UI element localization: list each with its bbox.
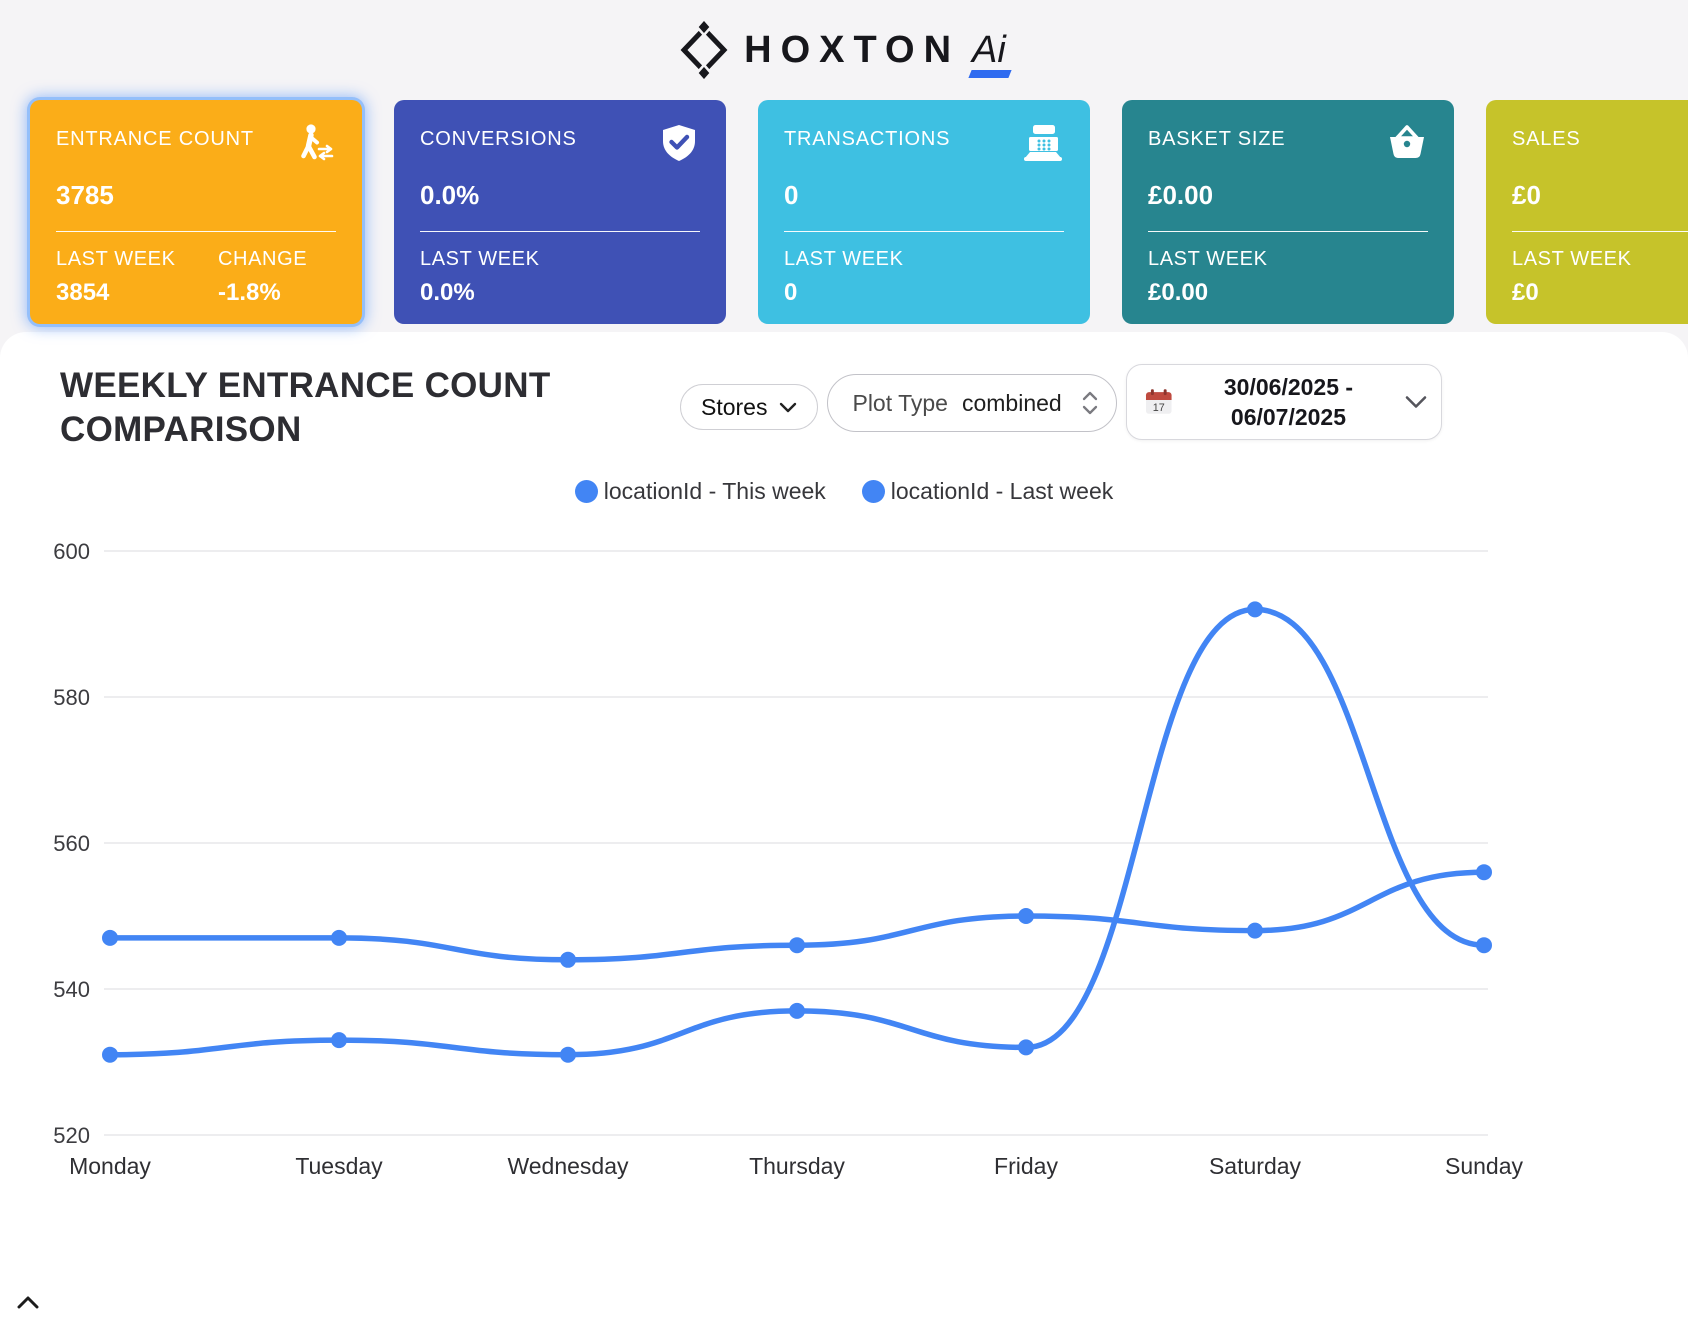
kpi-card-value: 0.0% xyxy=(420,180,480,210)
kpi-footer-value: 0.0% xyxy=(420,279,475,306)
brand-suffix: Ai xyxy=(968,28,1012,78)
svg-text:600: 600 xyxy=(53,539,90,564)
kpi-footer-label: LAST WEEK xyxy=(1512,248,1632,270)
svg-text:Wednesday: Wednesday xyxy=(507,1153,629,1179)
person-walking-icon xyxy=(301,124,334,161)
legend-item-last-week[interactable]: locationId - Last week xyxy=(861,478,1114,505)
kpi-card-sales[interactable]: SALES £0 LAST WEEK £0 xyxy=(1486,100,1688,324)
svg-text:Friday: Friday xyxy=(994,1153,1058,1179)
chevron-up-icon xyxy=(17,1296,39,1308)
chevron-down-icon xyxy=(1405,396,1427,408)
svg-text:Saturday: Saturday xyxy=(1209,1153,1302,1179)
card-divider xyxy=(56,231,336,232)
date-range-text: 30/06/2025 - 06/07/2025 xyxy=(1223,374,1354,430)
section-title: WEEKLY ENTRANCE COUNT COMPARISON xyxy=(60,366,551,449)
kpi-footer-label: LAST WEEK xyxy=(1148,248,1268,270)
kpi-footer-value: 3854 xyxy=(56,279,110,306)
legend-dot xyxy=(574,480,598,503)
kpi-footer-value: £0.00 xyxy=(1148,279,1209,306)
chart-legend: locationId - This week locationId - Last… xyxy=(0,478,1688,505)
cash-register-icon xyxy=(1024,125,1062,161)
kpi-card-entrance-count[interactable]: ENTRANCE COUNT 3785 LAST WEEK 3854 CHANG… xyxy=(30,100,362,324)
kpi-footer-label: LAST WEEK xyxy=(420,248,540,270)
kpi-card-value: £0.00 xyxy=(1148,180,1214,210)
svg-text:Sunday: Sunday xyxy=(1445,1153,1524,1179)
svg-text:560: 560 xyxy=(53,831,90,856)
kpi-card-transactions[interactable]: TRANSACTIONS 0 LAST WEEK 0 xyxy=(758,100,1090,324)
kpi-card-title: BASKET SIZE xyxy=(1148,128,1286,150)
kpi-card-basket-size[interactable]: BASKET SIZE £0.00 LAST WEEK £0.00 xyxy=(1122,100,1454,324)
hoxton-logo-icon xyxy=(680,19,728,81)
svg-text:580: 580 xyxy=(53,685,90,710)
kpi-card-value: 3785 xyxy=(56,180,114,210)
card-divider xyxy=(784,231,1064,232)
svg-text:Thursday: Thursday xyxy=(749,1153,845,1179)
brand-suffix-text: Ai xyxy=(972,28,1006,71)
calendar-icon: 17 xyxy=(1145,389,1172,414)
brand-name: HOXTON xyxy=(744,28,961,71)
legend-label: locationId - This week xyxy=(603,478,826,504)
chevron-up-down-icon xyxy=(1082,391,1097,415)
kpi-footer-value: £0 xyxy=(1512,279,1539,306)
stores-dropdown[interactable]: Stores xyxy=(680,384,819,430)
stores-dropdown-label: Stores xyxy=(701,393,768,420)
plot-type-select[interactable]: Plot Type combined xyxy=(827,374,1117,432)
kpi-card-title: ENTRANCE COUNT xyxy=(56,128,254,150)
card-divider xyxy=(420,231,700,232)
kpi-footer-value: 0 xyxy=(784,279,798,306)
svg-text:520: 520 xyxy=(53,1123,90,1148)
legend-dot xyxy=(861,480,885,503)
kpi-card-value: £0 xyxy=(1512,180,1541,210)
line-chart-svg: 520 540 560 580 600 Monday Tuesday Wednesday Thu… xyxy=(53,539,1524,1179)
app-header: HOXTON Ai xyxy=(0,0,1688,100)
chart-panel: WEEKLY ENTRANCE COUNT COMPARISON Stores … xyxy=(0,332,1688,1322)
kpi-footer-value: -1.8% xyxy=(218,279,281,306)
kpi-card-title: CONVERSIONS xyxy=(420,128,577,150)
kpi-card-title: SALES xyxy=(1512,128,1581,150)
chevron-down-icon xyxy=(780,402,797,412)
kpi-footer-label: LAST WEEK xyxy=(56,248,176,270)
kpi-card-title: TRANSACTIONS xyxy=(784,128,951,150)
shopping-basket-icon xyxy=(1390,125,1424,158)
kpi-card-conversions[interactable]: CONVERSIONS 0.0% LAST WEEK 0.0% xyxy=(394,100,726,324)
kpi-footer-label: LAST WEEK xyxy=(784,248,904,270)
plot-type-label: Plot Type xyxy=(852,389,948,416)
line-chart[interactable]: 520 540 560 580 600 Monday Tuesday Wednesday Thu… xyxy=(0,511,1688,1205)
kpi-card-value: 0 xyxy=(784,180,799,210)
svg-text:Tuesday: Tuesday xyxy=(295,1153,383,1179)
card-divider xyxy=(1148,231,1428,232)
chart-controls: Stores Plot Type combined 17 xyxy=(680,364,1442,440)
svg-text:Monday: Monday xyxy=(69,1153,151,1179)
calendar-day-text: 17 xyxy=(1152,402,1164,414)
card-divider xyxy=(1512,231,1688,232)
shield-check-icon xyxy=(663,125,695,161)
svg-text:540: 540 xyxy=(53,977,90,1002)
kpi-cards-row: ENTRANCE COUNT 3785 LAST WEEK 3854 CHANG… xyxy=(0,100,1688,324)
brand-underline xyxy=(968,69,1012,78)
plot-type-value: combined xyxy=(961,389,1062,416)
legend-item-this-week[interactable]: locationId - This week xyxy=(574,478,826,505)
legend-label: locationId - Last week xyxy=(890,478,1114,504)
kpi-footer-label: CHANGE xyxy=(218,248,308,270)
date-range-picker[interactable]: 17 30/06/2025 - 06/07/2025 xyxy=(1125,364,1442,440)
collapse-button[interactable] xyxy=(8,1286,48,1318)
